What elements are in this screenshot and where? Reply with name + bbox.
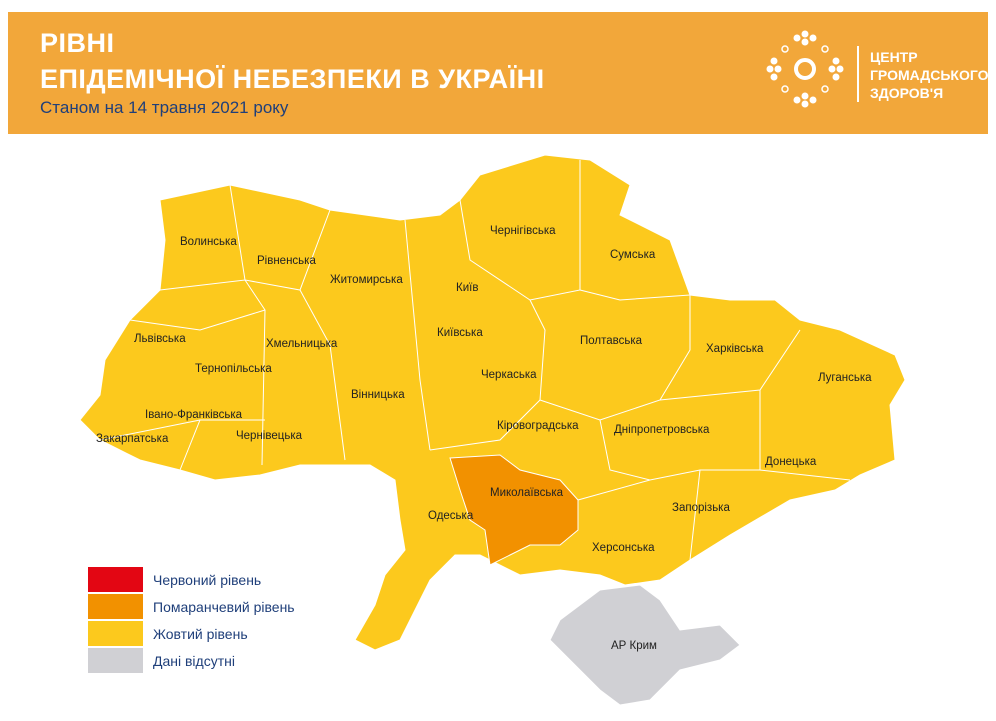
label-donetska: Донецька (765, 456, 817, 468)
label-ivanofrankivska: Івано-Франківська (145, 409, 243, 421)
label-khmelnytska: Хмельницька (266, 338, 338, 350)
label-odeska: Одеська (428, 510, 474, 522)
label-kyiv: Київ (456, 282, 479, 294)
legend-label-orange: Помаранчевий рівень (153, 598, 295, 615)
legend-item-red: Червоний рівень (88, 566, 295, 593)
label-mykolaivska: Миколаївська (490, 487, 564, 499)
label-dnipropetrovska: Дніпропетровська (614, 424, 710, 436)
label-cherkaska: Черкаська (481, 369, 537, 381)
legend-swatch-orange (88, 594, 143, 619)
legend-item-orange: Помаранчевий рівень (88, 593, 295, 620)
legend-label-red: Червоний рівень (153, 571, 262, 588)
label-kyivska: Київська (437, 327, 483, 339)
title-line2: ЕПІДЕМІЧНОЇ НЕБЕЗПЕКИ В УКРАЇНІ (40, 64, 545, 94)
legend-item-grey: Дані відсутні (88, 647, 295, 674)
legend-label-yellow: Жовтий рівень (153, 625, 248, 642)
dotted-sun-logo-icon (766, 30, 844, 108)
label-chernihivska: Чернігівська (490, 225, 556, 237)
header-banner: РІВНІ ЕПІДЕМІЧНОЇ НЕБЕЗПЕКИ В УКРАЇНІ Ст… (8, 12, 988, 134)
legend-swatch-yellow (88, 621, 143, 646)
legend-label-grey: Дані відсутні (153, 652, 235, 669)
label-zaporizka: Запорізька (672, 502, 730, 514)
label-ternopilska: Тернопільська (195, 363, 272, 375)
label-lvivska: Львівська (134, 333, 186, 345)
label-volynska: Волинська (180, 236, 237, 248)
legend-swatch-grey (88, 648, 143, 673)
logo-divider (857, 46, 859, 102)
region-mykolaivska-fill[interactable] (449, 454, 579, 566)
legend-swatch-red (88, 567, 143, 592)
label-crimea: АР Крим (611, 640, 657, 652)
org-name: ЦЕНТР ГРОМАДСЬКОГО ЗДОРОВ'Я (870, 49, 989, 101)
region-crimea-fill[interactable] (549, 584, 741, 706)
label-khersonska: Херсонська (592, 542, 655, 554)
label-sumska: Сумська (610, 249, 656, 261)
region-borders (99, 160, 851, 561)
label-vinnytska: Вінницька (351, 389, 405, 401)
label-zhytomyrska: Житомирська (330, 274, 403, 286)
subtitle-date: Станом на 14 травня 2021 року (40, 98, 289, 117)
legend: Червоний рівень Помаранчевий рівень Жовт… (88, 566, 295, 674)
label-kirovohradska: Кіровоградська (497, 420, 579, 432)
label-zakarpatska: Закарпатська (96, 433, 169, 445)
label-rivnenska: Рівненська (257, 255, 316, 267)
label-chernivetska: Чернівецька (236, 430, 302, 442)
label-poltavska: Полтавська (580, 335, 643, 347)
label-kharkivska: Харківська (706, 343, 764, 355)
label-luhanska: Луганська (818, 372, 872, 384)
region-ukraine-mainland[interactable] (79, 154, 906, 651)
legend-item-yellow: Жовтий рівень (88, 620, 295, 647)
title-line1: РІВНІ (40, 28, 115, 58)
